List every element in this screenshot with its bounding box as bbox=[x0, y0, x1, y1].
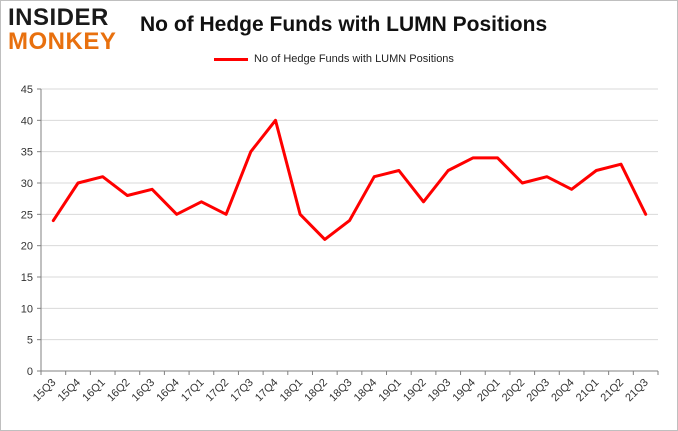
logo-line-1: INSIDER bbox=[8, 4, 109, 31]
data-point bbox=[76, 181, 80, 185]
logo-line-2: MONKEY bbox=[8, 28, 117, 55]
data-point bbox=[323, 238, 327, 241]
x-tick-label: 18Q1 bbox=[278, 377, 306, 405]
insider-monkey-logo: INSIDER MONKEY bbox=[8, 6, 126, 56]
data-point bbox=[644, 213, 647, 216]
legend: No of Hedge Funds with LUMN Positions bbox=[214, 53, 454, 65]
x-tick-label: 19Q4 bbox=[450, 377, 478, 405]
data-point bbox=[200, 200, 203, 203]
data-point bbox=[249, 150, 252, 153]
x-tick-label: 18Q4 bbox=[352, 377, 380, 405]
data-point bbox=[595, 169, 598, 172]
x-tick-label: 16Q4 bbox=[154, 377, 182, 405]
data-point bbox=[422, 200, 425, 203]
x-tick-label: 20Q1 bbox=[475, 377, 503, 405]
x-tick-label: 18Q3 bbox=[327, 377, 355, 405]
x-tick-label: 20Q4 bbox=[549, 377, 577, 405]
x-tick-label: 21Q3 bbox=[623, 377, 651, 405]
legend-swatch bbox=[214, 57, 248, 61]
data-point bbox=[447, 169, 450, 172]
x-tick-label: 19Q2 bbox=[401, 377, 429, 405]
chart-title: No of Hedge Funds with LUMN Positions bbox=[140, 13, 548, 36]
data-point bbox=[619, 163, 623, 166]
y-tick-label: 15 bbox=[21, 272, 33, 284]
data-point bbox=[348, 219, 351, 222]
y-tick-label: 25 bbox=[21, 209, 33, 221]
y-tick-label: 35 bbox=[21, 147, 33, 159]
data-point bbox=[52, 219, 55, 222]
y-tick-label: 10 bbox=[21, 303, 33, 315]
x-tick-label: 19Q3 bbox=[426, 377, 454, 405]
data-point bbox=[101, 175, 104, 178]
x-tick-label: 20Q3 bbox=[525, 377, 553, 405]
y-tick-label: 45 bbox=[21, 84, 33, 96]
data-point bbox=[274, 119, 277, 122]
x-tick-label: 16Q1 bbox=[80, 377, 108, 405]
x-tick-label: 17Q3 bbox=[228, 377, 256, 405]
y-tick-label: 0 bbox=[27, 366, 33, 378]
y-tick-label: 20 bbox=[21, 241, 33, 253]
data-point bbox=[126, 194, 129, 197]
data-point bbox=[521, 181, 524, 185]
x-tick-label: 15Q3 bbox=[31, 377, 59, 405]
x-tick-label: 17Q4 bbox=[253, 377, 281, 405]
data-point bbox=[471, 156, 475, 160]
x-tick-label: 21Q1 bbox=[574, 377, 602, 405]
x-tick-label: 18Q2 bbox=[302, 377, 330, 405]
x-tick-label: 16Q2 bbox=[105, 377, 133, 405]
x-tick-label: 21Q2 bbox=[599, 377, 627, 405]
data-point bbox=[570, 188, 573, 191]
x-tick-label: 20Q2 bbox=[500, 377, 528, 405]
data-point bbox=[298, 213, 302, 216]
legend-label: No of Hedge Funds with LUMN Positions bbox=[254, 53, 454, 65]
data-point bbox=[175, 213, 178, 216]
data-point bbox=[397, 169, 401, 172]
x-tick-label: 16Q3 bbox=[130, 377, 158, 405]
data-point bbox=[496, 156, 499, 160]
data-point bbox=[545, 175, 549, 178]
x-tick-label: 17Q2 bbox=[204, 377, 232, 405]
data-point bbox=[224, 213, 228, 216]
x-tick-label: 17Q1 bbox=[179, 377, 207, 405]
x-tick-label: 15Q4 bbox=[56, 377, 84, 405]
y-tick-label: 30 bbox=[21, 178, 33, 190]
y-tick-label: 40 bbox=[21, 115, 33, 127]
data-point bbox=[150, 188, 154, 191]
x-tick-label: 19Q1 bbox=[376, 377, 404, 405]
data-point bbox=[372, 175, 376, 178]
y-tick-label: 5 bbox=[27, 335, 33, 347]
